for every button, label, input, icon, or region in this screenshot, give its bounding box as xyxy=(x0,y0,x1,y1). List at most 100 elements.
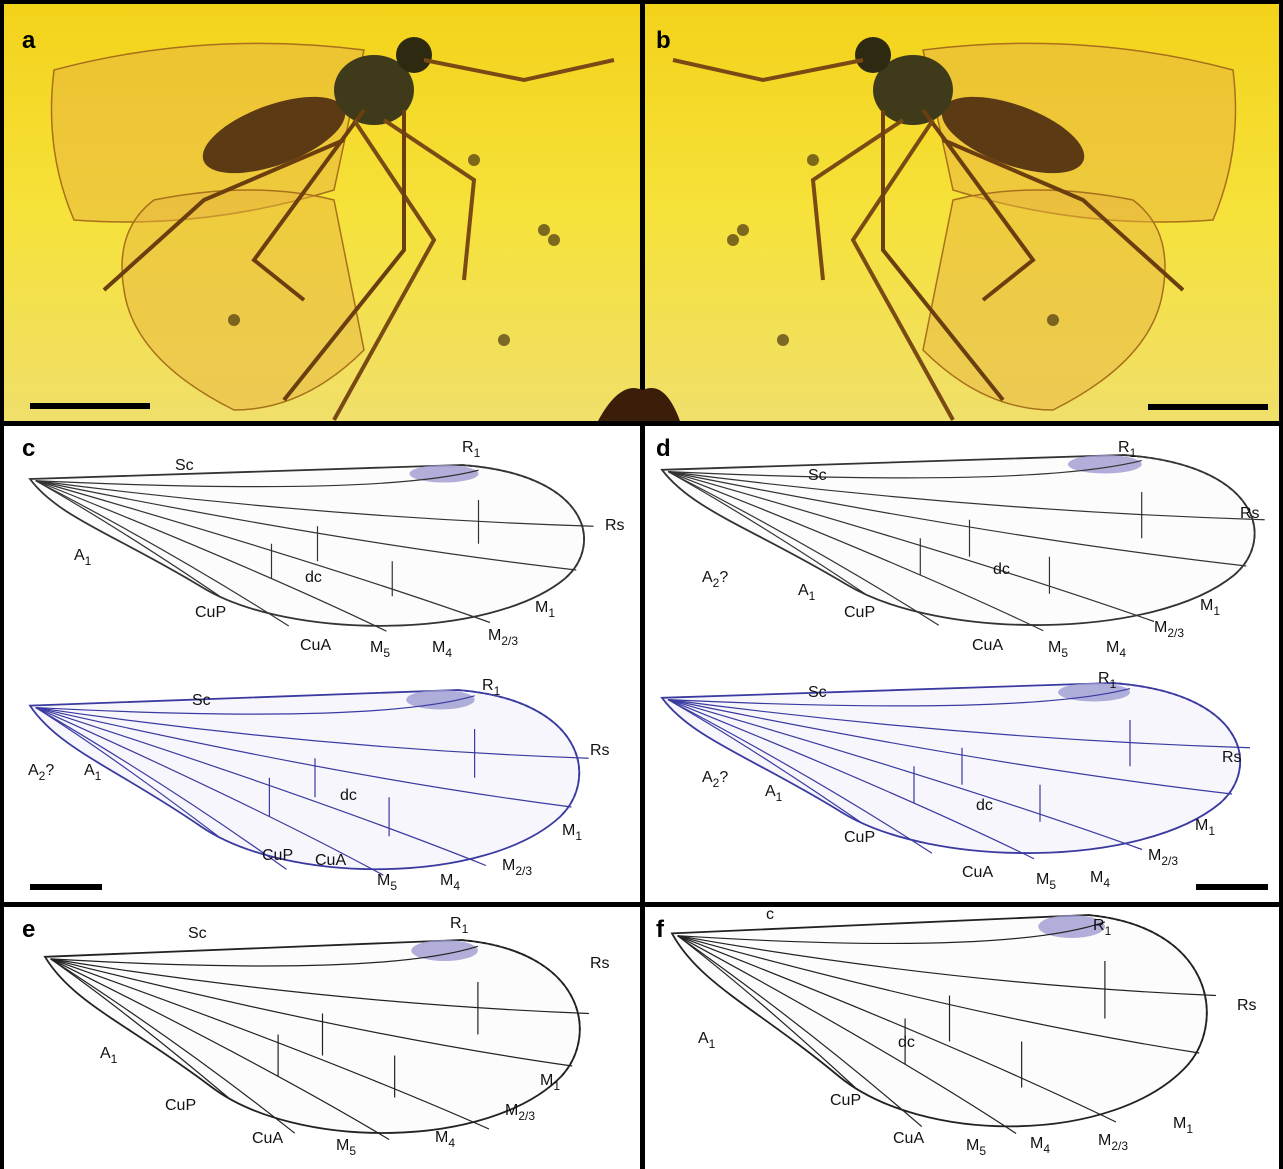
label-main: dc xyxy=(898,1034,915,1051)
label-main: Sc xyxy=(808,684,827,701)
label-sub: 2/3 xyxy=(518,1109,535,1123)
label-main: Rs xyxy=(1237,997,1257,1014)
label-main: A xyxy=(698,1030,709,1047)
panel-letter: d xyxy=(656,435,671,462)
label-main: M xyxy=(440,872,453,889)
label-main: R xyxy=(482,677,494,694)
panel-letter: e xyxy=(22,916,35,943)
label-main: R xyxy=(462,439,474,456)
debris xyxy=(498,334,510,346)
label-main: Rs xyxy=(590,742,610,759)
label-sub: 1 xyxy=(709,1037,716,1051)
label-main: A xyxy=(765,783,776,800)
vein-label: Rs xyxy=(1240,505,1260,522)
label-sub: 4 xyxy=(1043,1142,1050,1156)
label-main: M xyxy=(502,857,515,874)
vein-label: Rs xyxy=(605,517,625,534)
label-main: CuA xyxy=(962,864,993,881)
label-main: dc xyxy=(976,797,993,814)
label-main: dc xyxy=(340,787,357,804)
label-sub: 1 xyxy=(548,606,555,620)
vein-label: Sc xyxy=(808,684,827,701)
label-sub: 1 xyxy=(1105,924,1112,938)
head xyxy=(855,37,891,73)
label-main: R xyxy=(1098,670,1110,687)
debris xyxy=(737,224,749,236)
vein-label: Rs xyxy=(590,955,610,972)
label-sub: 1 xyxy=(1130,446,1137,460)
label-sub: 1 xyxy=(462,922,469,936)
vein-label: dc xyxy=(898,1034,915,1051)
label-sub: 5 xyxy=(383,646,390,660)
label-main: dc xyxy=(993,561,1010,578)
label-main: Sc xyxy=(808,467,827,484)
label-main: Rs xyxy=(1240,505,1260,522)
vein-label: CuA xyxy=(315,852,346,869)
panel-letter: c xyxy=(22,435,35,462)
panel-letter: a xyxy=(22,27,36,54)
scale-bar xyxy=(1196,884,1268,890)
label-sub: 1 xyxy=(85,554,92,568)
vein-label: CuA xyxy=(893,1130,924,1147)
label-main: M xyxy=(1090,869,1103,886)
label-main: CuA xyxy=(300,637,331,654)
debris xyxy=(1047,314,1059,326)
label-sub: 2/3 xyxy=(501,634,518,648)
label-main: CuA xyxy=(972,637,1003,654)
label-sub: 5 xyxy=(349,1144,356,1158)
label-sub: 4 xyxy=(445,646,452,660)
vein-label: c xyxy=(766,906,774,923)
vein-label: CuP xyxy=(844,604,875,621)
label-main: M xyxy=(540,1072,553,1089)
label-main: M xyxy=(432,639,445,656)
label-sub: 1 xyxy=(1213,604,1220,618)
label-main: M xyxy=(1106,639,1119,656)
debris xyxy=(548,234,560,246)
label-main: M xyxy=(505,1102,518,1119)
label-sub: 1 xyxy=(1186,1122,1193,1136)
vein-label: CuP xyxy=(165,1097,196,1114)
label-sub: 1 xyxy=(95,769,102,783)
label-main: R xyxy=(450,915,462,932)
label-main: M xyxy=(1195,817,1208,834)
label-main: Rs xyxy=(590,955,610,972)
label-sub: 5 xyxy=(979,1144,986,1158)
label-sub: 1 xyxy=(776,790,783,804)
label-main: c xyxy=(766,906,774,923)
vein-label: Sc xyxy=(808,467,827,484)
debris xyxy=(228,314,240,326)
label-main: CuP xyxy=(844,829,875,846)
label-main: Sc xyxy=(175,457,194,474)
figure: abcdefScR1RsA1dcCuPCuAM5M4M2/3M1ScR1RsA2… xyxy=(0,0,1283,1169)
label-sub: 2/3 xyxy=(1161,854,1178,868)
label-main: CuA xyxy=(252,1130,283,1147)
vein-label: CuA xyxy=(300,637,331,654)
label-sub: 1 xyxy=(111,1052,118,1066)
label-main: A xyxy=(702,769,713,786)
label-main: R xyxy=(1093,917,1105,934)
label-main: M xyxy=(562,822,575,839)
label-main: M xyxy=(1048,639,1061,656)
label-main: M xyxy=(1098,1132,1111,1149)
label-main: M xyxy=(535,599,548,616)
vein-label: dc xyxy=(976,797,993,814)
debris xyxy=(807,154,819,166)
vein-label: Sc xyxy=(188,925,207,942)
label-sub: 5 xyxy=(1061,646,1068,660)
panel-letter: f xyxy=(656,916,665,943)
label-sub: 4 xyxy=(453,879,460,893)
label-sub: 1 xyxy=(494,684,501,698)
vein-label: CuP xyxy=(195,604,226,621)
label-main: CuA xyxy=(893,1130,924,1147)
vein-label: Rs xyxy=(590,742,610,759)
label-sub: 1 xyxy=(575,829,582,843)
panel-letter: b xyxy=(656,27,671,54)
label-main: Sc xyxy=(192,692,211,709)
label-sub: 5 xyxy=(390,879,397,893)
label-after: ? xyxy=(45,762,54,779)
label-main: M xyxy=(1148,847,1161,864)
debris xyxy=(538,224,550,236)
label-sub: 5 xyxy=(1049,878,1056,892)
label-sub: 4 xyxy=(1103,876,1110,890)
vein-label: CuP xyxy=(262,847,293,864)
